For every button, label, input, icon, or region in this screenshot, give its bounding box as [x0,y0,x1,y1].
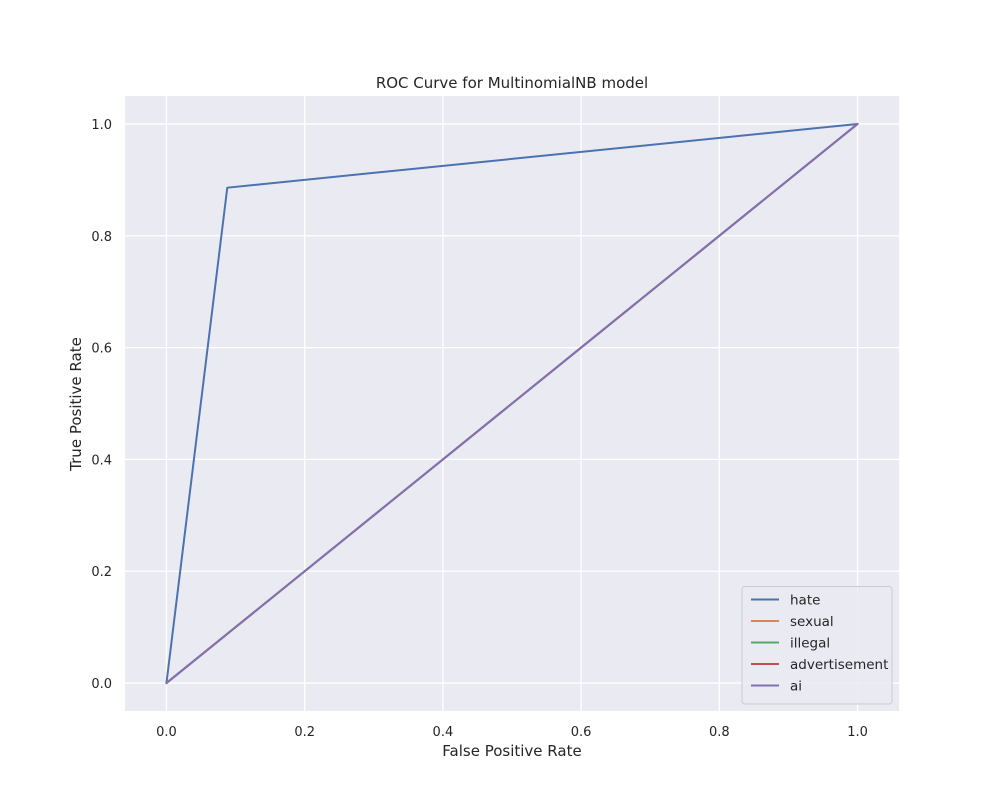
x-tick-label: 0.8 [709,725,730,740]
x-tick-label: 1.0 [847,725,868,740]
legend-label: ai [790,679,802,695]
series-line-hate [165,122,859,685]
x-axis-label: False Positive Rate [442,742,581,760]
x-tick-label: 0.4 [433,725,454,740]
legend: hate sexual illegal advertisement ai [741,586,893,705]
legend-label: illegal [790,636,830,652]
series-line-ai [165,122,859,685]
y-tick-label: 0.8 [91,230,112,245]
series-lines [165,122,859,685]
x-tick-label: 0.6 [571,725,592,740]
x-tick-label: 0.2 [294,725,315,740]
y-axis-label: True Positive Rate [67,337,85,472]
y-tick-labels: 0.0 0.2 0.4 0.6 0.8 1.0 [91,118,112,692]
y-tick-label: 0.4 [91,453,112,468]
grid-lines [125,96,899,711]
y-tick-label: 0.0 [91,677,112,692]
legend-label: hate [790,593,820,609]
y-tick-label: 1.0 [91,118,112,133]
legend-label: sexual [790,614,834,630]
x-tick-labels: 0.0 0.2 0.4 0.6 0.8 1.0 [156,725,868,740]
legend-box [741,586,893,705]
legend-label: advertisement [790,657,888,673]
x-tick-label: 0.0 [156,725,177,740]
y-tick-label: 0.6 [91,342,112,357]
y-tick-label: 0.2 [91,565,112,580]
chart-title: ROC Curve for MultinomialNB model [376,74,648,92]
